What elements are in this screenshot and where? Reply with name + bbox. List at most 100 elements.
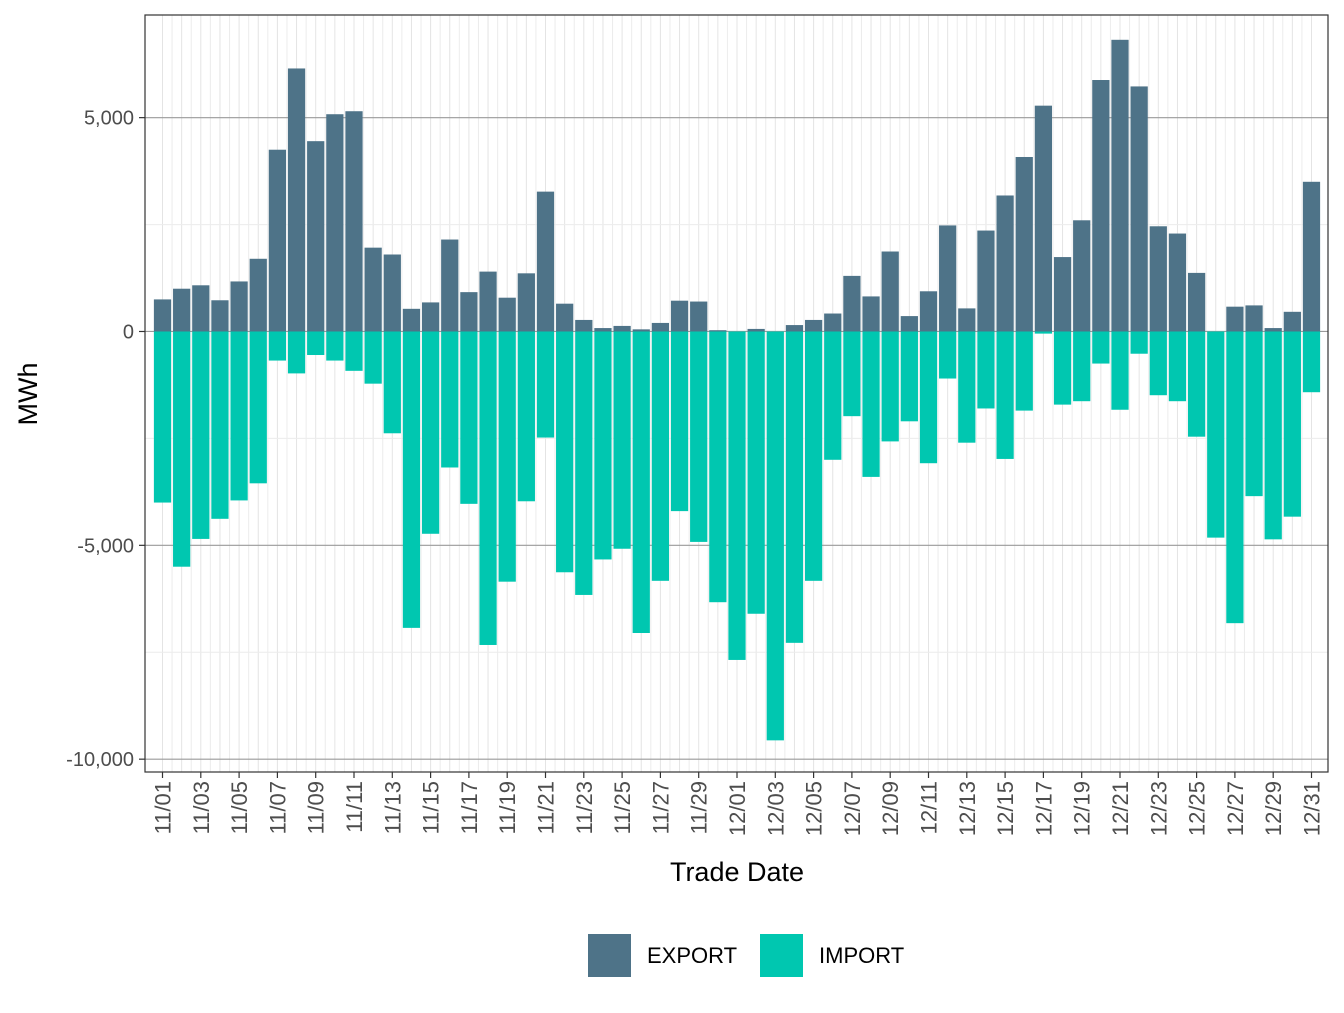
bar-import-11-12 xyxy=(364,331,382,384)
bar-import-12-15 xyxy=(996,331,1014,459)
x-tick-label: 12/25 xyxy=(1185,781,1210,836)
x-tick-label: 12/05 xyxy=(802,781,827,836)
bar-import-12-08 xyxy=(862,331,880,477)
bar-import-12-23 xyxy=(1149,331,1167,396)
bar-import-12-31 xyxy=(1302,331,1321,393)
bar-import-11-01 xyxy=(153,331,172,503)
legend-key-import xyxy=(760,934,803,977)
bar-import-11-30 xyxy=(709,331,727,603)
x-tick-label: 11/19 xyxy=(495,781,520,834)
bar-export-11-08 xyxy=(287,68,306,332)
bar-export-12-30 xyxy=(1283,311,1301,332)
bar-import-11-25 xyxy=(613,331,631,549)
x-tick-label: 11/09 xyxy=(304,781,329,834)
x-tick-label: 11/01 xyxy=(151,781,176,834)
bar-import-11-10 xyxy=(326,331,344,361)
bar-export-11-30 xyxy=(709,330,727,332)
bar-import-11-21 xyxy=(536,331,555,438)
bar-export-11-21 xyxy=(536,191,555,332)
bar-export-11-04 xyxy=(211,300,229,332)
bar-export-12-28 xyxy=(1245,305,1263,332)
bar-import-12-21 xyxy=(1111,331,1129,410)
bar-export-11-19 xyxy=(498,297,516,332)
x-tick-label: 12/09 xyxy=(878,781,903,836)
bar-export-12-07 xyxy=(843,275,861,332)
bar-export-11-27 xyxy=(651,322,670,332)
bar-export-11-12 xyxy=(364,247,382,332)
bar-export-11-13 xyxy=(383,254,401,332)
legend-label-export: EXPORT xyxy=(647,943,737,968)
y-tick-label: 5,000 xyxy=(84,108,134,130)
bar-import-12-27 xyxy=(1226,331,1244,624)
bar-export-12-22 xyxy=(1130,86,1148,332)
bar-export-11-05 xyxy=(230,281,248,332)
bar-import-11-18 xyxy=(479,331,497,645)
bar-export-11-11 xyxy=(345,111,363,332)
bar-import-12-14 xyxy=(977,331,995,409)
x-tick-label: 11/23 xyxy=(572,781,597,834)
bar-import-12-16 xyxy=(1015,331,1033,411)
bar-export-11-20 xyxy=(517,273,535,332)
bar-import-11-23 xyxy=(575,331,593,595)
bar-export-12-04 xyxy=(785,325,804,332)
bar-export-12-24 xyxy=(1168,233,1187,332)
bar-import-12-05 xyxy=(804,331,823,581)
bar-export-11-14 xyxy=(402,308,421,332)
bar-export-11-28 xyxy=(670,300,689,332)
bar-export-11-07 xyxy=(268,149,287,332)
axes: -10,000 -5,000 0 5,000 11/01 11/03 11/05 11/07 1… xyxy=(66,108,1324,836)
bar-export-11-26 xyxy=(632,329,650,332)
x-tick-label: 12/17 xyxy=(1031,781,1056,836)
bar-export-12-27 xyxy=(1226,306,1244,332)
bar-import-11-26 xyxy=(632,331,650,634)
bar-export-12-25 xyxy=(1187,272,1206,332)
x-tick-label: 11/15 xyxy=(419,781,444,834)
bar-import-12-03 xyxy=(766,331,784,741)
bar-export-12-13 xyxy=(958,308,976,332)
x-tick-label: 11/07 xyxy=(265,781,290,834)
bar-export-11-24 xyxy=(594,328,612,332)
bar-import-12-06 xyxy=(824,331,842,460)
bar-export-11-25 xyxy=(613,325,631,332)
bar-export-11-01 xyxy=(153,299,172,332)
bar-import-11-28 xyxy=(670,331,689,512)
bar-export-12-18 xyxy=(1053,257,1072,332)
bar-export-12-10 xyxy=(900,316,918,332)
bar-export-12-12 xyxy=(939,225,957,332)
bar-export-12-08 xyxy=(862,296,880,332)
bar-export-11-15 xyxy=(421,302,440,332)
bar-import-11-09 xyxy=(307,331,325,356)
bar-import-11-02 xyxy=(173,331,191,567)
bar-import-12-11 xyxy=(919,331,938,464)
bar-import-12-24 xyxy=(1168,331,1187,402)
bar-import-12-30 xyxy=(1283,331,1301,517)
x-tick-label: 12/11 xyxy=(917,781,942,834)
legend-key-export xyxy=(588,934,631,977)
bar-import-11-19 xyxy=(498,331,516,582)
bar-import-12-07 xyxy=(843,331,861,417)
bar-export-11-10 xyxy=(326,114,344,332)
bar-import-12-25 xyxy=(1187,331,1206,437)
bar-export-12-29 xyxy=(1264,328,1282,332)
bar-import-12-10 xyxy=(900,331,918,422)
bar-export-12-23 xyxy=(1149,226,1167,332)
bar-import-12-19 xyxy=(1073,331,1091,402)
bar-export-12-09 xyxy=(881,251,899,332)
bar-import-11-11 xyxy=(345,331,363,371)
x-tick-label: 12/23 xyxy=(1146,781,1171,836)
bar-export-12-21 xyxy=(1111,39,1129,332)
bar-export-11-02 xyxy=(173,288,191,332)
bar-import-12-17 xyxy=(1034,331,1053,334)
x-tick-label: 11/25 xyxy=(610,781,635,834)
x-tick-label: 12/27 xyxy=(1223,781,1248,836)
x-tick-label: 12/21 xyxy=(1108,781,1133,836)
x-tick-label: 12/01 xyxy=(725,781,750,836)
x-tick-label: 12/13 xyxy=(955,781,980,836)
bar-export-11-17 xyxy=(460,292,478,332)
x-tick-label: 12/03 xyxy=(763,781,788,836)
bar-export-11-06 xyxy=(249,258,267,332)
bar-export-12-16 xyxy=(1015,156,1033,332)
bar-export-11-09 xyxy=(307,141,325,332)
